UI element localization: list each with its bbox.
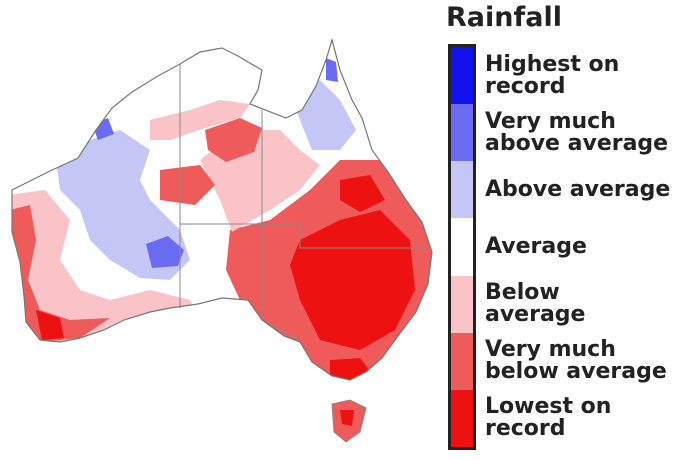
tasmania-lowest <box>340 410 354 426</box>
very-much-below-south-west <box>12 205 110 342</box>
rainfall-fill-group <box>12 58 432 380</box>
below-average-north <box>150 100 250 140</box>
legend-swatch-very-much-above-average <box>451 104 473 162</box>
legend-swatch-average <box>451 218 473 276</box>
legend-label-lowest-on-record: Lowest on record <box>485 394 612 442</box>
legend-title: Rainfall <box>446 2 562 33</box>
below-average-south-west <box>12 190 200 344</box>
legend-label-highest-on-record: Highest on record <box>485 51 620 99</box>
legend-swatch-very-much-below-average <box>451 332 473 390</box>
legend-label-very-much-above-average: Very much above average <box>485 108 669 156</box>
legend-swatch-below-average <box>451 275 473 333</box>
legend-label-average: Average <box>485 234 587 259</box>
australia-map-svg <box>11 37 433 443</box>
legend-label-very-much-below-average: Very much below average <box>485 337 667 385</box>
australia-coastline <box>11 37 433 381</box>
rainfall-map <box>11 37 433 443</box>
lowest-on-record-core <box>290 210 415 350</box>
legend-label-below-average: Below average <box>485 280 586 328</box>
legend-swatch-highest-on-record <box>451 47 473 105</box>
lowest-on-record-north <box>340 175 385 212</box>
lowest-on-record-south-west <box>36 310 64 340</box>
legend-color-bar <box>448 44 476 450</box>
legend-swatch-lowest-on-record <box>451 389 473 447</box>
very-much-above-centre <box>146 236 184 268</box>
legend-swatch-above-average <box>451 161 473 219</box>
very-much-above-cape <box>326 58 338 82</box>
rainfall-legend: Rainfall Highest on record Very much abov… <box>440 0 680 456</box>
very-much-below-north <box>205 118 262 162</box>
legend-label-above-average: Above average <box>485 176 671 202</box>
very-much-below-mid <box>160 165 215 205</box>
state-borders <box>179 64 428 341</box>
